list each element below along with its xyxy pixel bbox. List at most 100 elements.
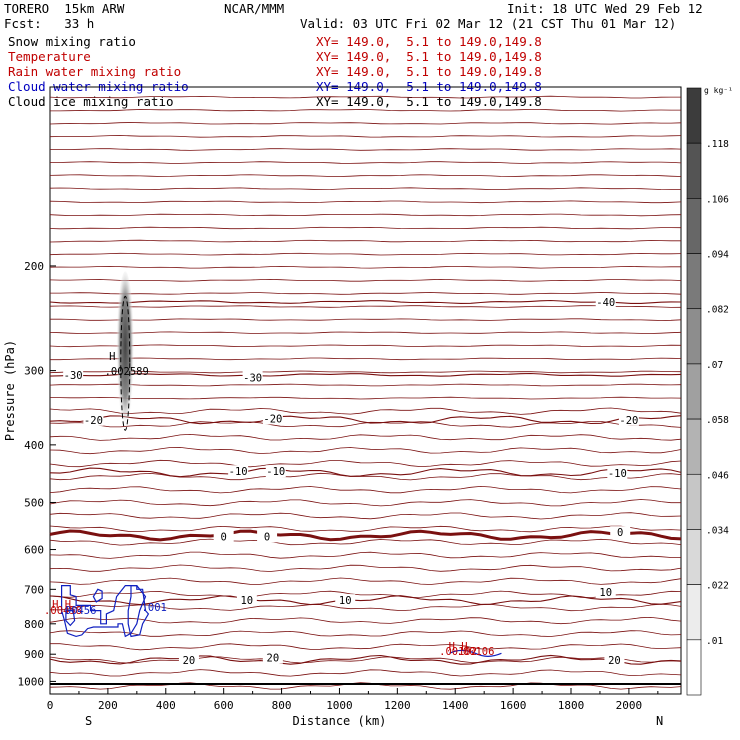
isotherm-line [49,370,682,374]
y-tick-label: 700 [24,583,44,596]
plot-frame [49,86,682,695]
x-tick-label: 200 [98,699,118,712]
isotherm-line [49,499,681,507]
isotherm-line [49,656,682,664]
isotherm-line [49,213,682,217]
colorbar-box [686,363,702,420]
isotherm-line [49,446,682,455]
contour-label: -10 [266,466,285,478]
model-title: TORERO 15km ARW [4,1,125,16]
contour-label-bg [265,465,286,478]
colorbar-label: .07 [706,360,723,371]
contour-label-bg [213,530,234,543]
field-temperature: Temperature [8,49,91,64]
isotherm-line [49,135,682,138]
colorbar-unit: g kg⁻¹ [704,86,733,95]
isotherm-line [49,265,681,269]
isotherm-line [49,200,682,204]
y-tick-label: 500 [24,496,44,509]
isotherm-line [50,109,681,112]
contour-label: -30 [64,370,83,382]
contour-label: -20 [263,413,282,425]
isotherm-line [49,174,682,177]
isotherm-line [49,512,682,520]
isotherm-0 [49,529,682,542]
isotherm-line [49,669,682,677]
left-endpoint-label: S [85,714,92,728]
contour-label-bg [257,530,278,543]
isotherm-line [49,590,682,599]
isotherm-line [49,525,682,533]
x-tick-label: 600 [214,699,234,712]
isotherm-line [49,421,682,428]
colorbar-label: .058 [706,415,729,426]
isotherm-line [49,122,682,125]
isotherm-line [49,603,682,612]
isotherm-line [50,396,682,400]
contour-label-bg [63,368,84,381]
annotation: .00106 [457,646,495,658]
y-axis-label: Pressure (hPa) [3,340,17,441]
contour-label-bg [604,653,625,666]
colorbar-box [686,529,702,585]
contour-label: -30 [243,372,262,384]
isotherm-line [49,472,682,481]
x-tick-label: 400 [156,699,176,712]
x-tick-label: 1000 [326,699,353,712]
colorbar-label: .118 [706,139,729,150]
cloud-water-contour [92,588,103,603]
contour-label-bg [83,413,104,426]
colorbar-box [686,198,702,254]
x-tick-label: 1800 [558,699,585,712]
isotherm-line [49,187,682,191]
contour-label-bg [595,296,616,309]
valid-time: Valid: 03 UTC Fri 02 Mar 12 (21 CST Thu … [300,16,677,31]
contour-label-bg [178,653,199,666]
right-endpoint-label: N [656,714,663,728]
contour-label: -10 [229,466,248,478]
init-time: Init: 18 UTC Wed 29 Feb 12 [507,1,703,16]
colorbar-box [686,87,702,144]
isotherm-line [49,305,682,308]
annotation: H H [449,641,468,653]
contour-label: 0 [264,531,270,543]
isotherm-line [49,383,682,387]
contour-label-bg [236,594,257,607]
contour-label: -20 [84,415,103,427]
isotherm-line [49,407,682,415]
isotherm-line [49,630,682,637]
contour-label: 0 [221,531,227,543]
cloud-water-group [61,585,150,638]
annotation: H H [52,599,71,611]
contour-label-bg [618,413,639,426]
contour-label-bg [335,594,356,607]
isotherm-line [49,331,682,334]
isotherm-line [49,616,682,625]
contour-label: 20 [608,655,621,667]
y-tick-label: 1000 [18,675,45,688]
isotherm-line [49,148,682,151]
isotherm-line [50,357,682,361]
x-axis-label: Distance (km) [292,714,386,728]
colorbar-box [686,308,702,365]
isotherm--30 [49,372,682,377]
annotation: .001 [142,602,167,614]
field-cloud-ice: Cloud ice mixing ratio [8,94,174,109]
isotherm-line [49,485,682,494]
isotherm-line [49,239,681,243]
isotherm--20 [49,415,682,425]
annotation: H [109,351,115,363]
contour-label-bg [228,465,249,478]
isotherm-line [49,551,682,559]
y-tick-label: 900 [24,648,44,661]
isotherm-line [49,278,682,282]
colorbar-label: .106 [706,194,729,205]
isotherm-line [49,161,682,164]
contour-label: 10 [240,595,253,607]
colorbar-box [686,253,702,310]
colorbar-label: .046 [706,470,729,481]
x-tick-label: 0 [47,699,54,712]
isotherm-line [49,95,681,99]
isotherm-line [49,577,682,585]
